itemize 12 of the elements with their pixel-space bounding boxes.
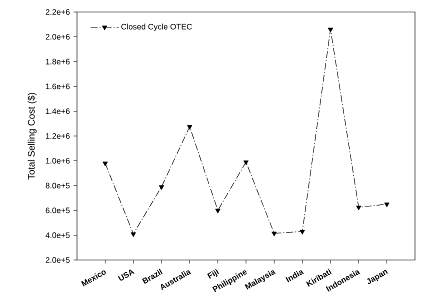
point — [215, 208, 220, 214]
point — [300, 230, 305, 234]
point — [187, 125, 192, 130]
y-axis-title: Total Selling Cost ($) — [28, 92, 37, 180]
point — [158, 185, 164, 190]
point — [328, 28, 334, 32]
point — [272, 232, 277, 236]
point — [102, 162, 108, 166]
point — [130, 232, 136, 237]
point — [384, 202, 390, 208]
point — [243, 160, 249, 165]
point — [356, 206, 362, 210]
